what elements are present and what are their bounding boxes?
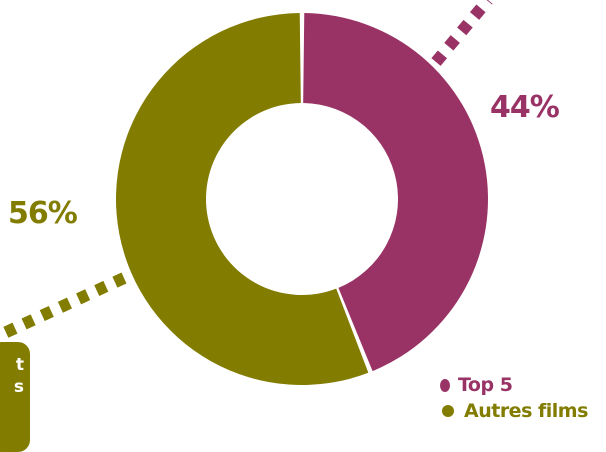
- legend-label-autres-films: Autres films: [464, 400, 588, 422]
- connector-line-autres: [0, 272, 127, 341]
- donut-slices: [116, 13, 489, 385]
- callout-text-line: s: [13, 377, 24, 397]
- donut-slice-top-5: [303, 13, 489, 372]
- partial-callout-box: t s: [0, 342, 30, 452]
- donut-slice-autres-films: [116, 13, 369, 385]
- legend-label-top5: Top 5: [458, 374, 513, 396]
- legend-swatch-top5: [440, 378, 450, 392]
- legend-swatch-autres-films: [442, 405, 454, 417]
- chart-legend: Top 5 Autres films: [440, 372, 588, 424]
- slice-label-autres-films: 56%: [8, 196, 78, 231]
- connector-line-top5: [431, 0, 493, 66]
- legend-item-top5: Top 5: [440, 372, 588, 398]
- donut-chart: [0, 0, 493, 385]
- callout-text-line: t: [15, 355, 24, 375]
- slice-label-top5: 44%: [490, 90, 560, 125]
- legend-item-autres-films: Autres films: [440, 398, 588, 424]
- callout-text: t s: [14, 354, 24, 398]
